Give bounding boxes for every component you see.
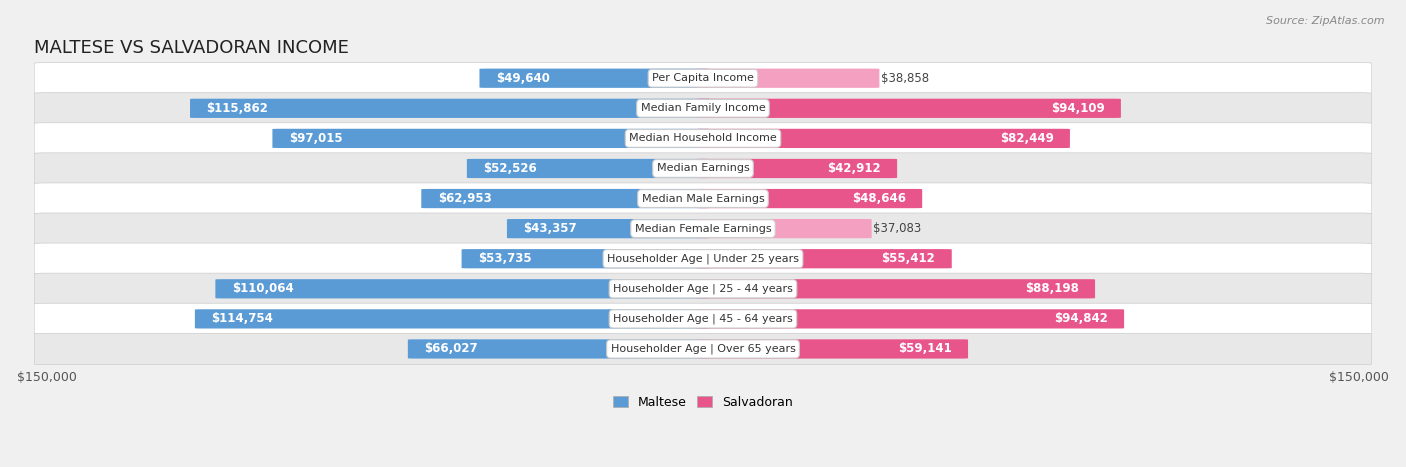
Text: Median Household Income: Median Household Income — [628, 134, 778, 143]
Text: $94,842: $94,842 — [1054, 312, 1108, 325]
FancyBboxPatch shape — [696, 219, 872, 238]
Text: $42,912: $42,912 — [827, 162, 880, 175]
FancyBboxPatch shape — [479, 69, 710, 88]
FancyBboxPatch shape — [408, 340, 710, 359]
FancyBboxPatch shape — [696, 69, 879, 88]
Text: Median Male Earnings: Median Male Earnings — [641, 193, 765, 204]
FancyBboxPatch shape — [696, 159, 897, 178]
FancyBboxPatch shape — [696, 99, 1121, 118]
Text: $52,526: $52,526 — [484, 162, 537, 175]
FancyBboxPatch shape — [696, 279, 1095, 298]
Text: $114,754: $114,754 — [211, 312, 273, 325]
Text: $53,735: $53,735 — [478, 252, 531, 265]
FancyBboxPatch shape — [273, 129, 710, 148]
Text: Median Female Earnings: Median Female Earnings — [634, 224, 772, 234]
FancyBboxPatch shape — [215, 279, 710, 298]
Text: $110,064: $110,064 — [232, 282, 294, 295]
Text: $55,412: $55,412 — [882, 252, 935, 265]
FancyBboxPatch shape — [34, 333, 1372, 365]
Text: $115,862: $115,862 — [207, 102, 269, 115]
Text: $43,357: $43,357 — [523, 222, 576, 235]
Text: Median Earnings: Median Earnings — [657, 163, 749, 173]
FancyBboxPatch shape — [34, 303, 1372, 334]
FancyBboxPatch shape — [696, 189, 922, 208]
FancyBboxPatch shape — [34, 92, 1372, 124]
FancyBboxPatch shape — [34, 273, 1372, 304]
FancyBboxPatch shape — [190, 99, 710, 118]
FancyBboxPatch shape — [508, 219, 710, 238]
FancyBboxPatch shape — [696, 129, 1070, 148]
FancyBboxPatch shape — [422, 189, 710, 208]
Legend: Maltese, Salvadoran: Maltese, Salvadoran — [609, 391, 797, 414]
Text: $94,109: $94,109 — [1050, 102, 1105, 115]
FancyBboxPatch shape — [34, 243, 1372, 274]
FancyBboxPatch shape — [195, 309, 710, 328]
FancyBboxPatch shape — [34, 183, 1372, 214]
FancyBboxPatch shape — [34, 213, 1372, 244]
Text: MALTESE VS SALVADORAN INCOME: MALTESE VS SALVADORAN INCOME — [34, 39, 349, 57]
Text: $82,449: $82,449 — [1000, 132, 1053, 145]
Text: Householder Age | 25 - 44 years: Householder Age | 25 - 44 years — [613, 283, 793, 294]
Text: Per Capita Income: Per Capita Income — [652, 73, 754, 83]
Text: Householder Age | 45 - 64 years: Householder Age | 45 - 64 years — [613, 314, 793, 324]
Text: Median Family Income: Median Family Income — [641, 103, 765, 113]
Text: $49,640: $49,640 — [496, 72, 550, 85]
Text: Householder Age | Over 65 years: Householder Age | Over 65 years — [610, 344, 796, 354]
FancyBboxPatch shape — [461, 249, 710, 269]
FancyBboxPatch shape — [696, 309, 1125, 328]
Text: $66,027: $66,027 — [425, 342, 478, 355]
FancyBboxPatch shape — [34, 123, 1372, 154]
Text: Householder Age | Under 25 years: Householder Age | Under 25 years — [607, 254, 799, 264]
Text: $59,141: $59,141 — [898, 342, 952, 355]
Text: $48,646: $48,646 — [852, 192, 905, 205]
FancyBboxPatch shape — [696, 340, 969, 359]
FancyBboxPatch shape — [467, 159, 710, 178]
FancyBboxPatch shape — [34, 153, 1372, 184]
Text: $62,953: $62,953 — [437, 192, 492, 205]
Text: Source: ZipAtlas.com: Source: ZipAtlas.com — [1267, 16, 1385, 26]
Text: $97,015: $97,015 — [288, 132, 343, 145]
FancyBboxPatch shape — [696, 249, 952, 269]
Text: $38,858: $38,858 — [880, 72, 929, 85]
FancyBboxPatch shape — [34, 63, 1372, 94]
Text: $88,198: $88,198 — [1025, 282, 1078, 295]
Text: $37,083: $37,083 — [873, 222, 921, 235]
